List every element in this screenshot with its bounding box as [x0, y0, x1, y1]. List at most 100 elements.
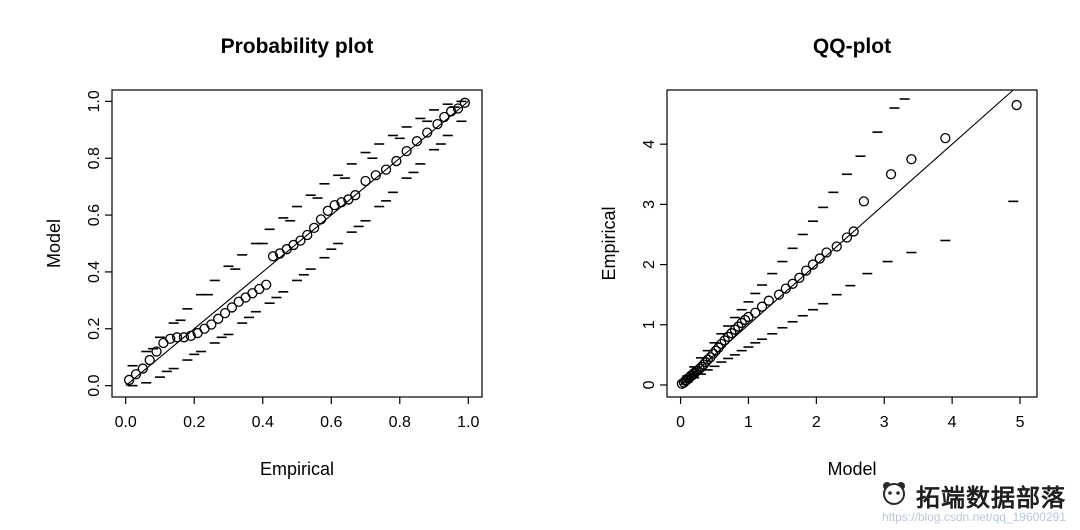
scatter-point [439, 111, 450, 123]
chart-title: Probability plot [221, 35, 374, 58]
scatter-point [763, 295, 774, 306]
scatter-point [226, 302, 238, 313]
scatter-point [267, 251, 279, 262]
x-tick-label: 1.0 [457, 414, 479, 431]
watermark-url-text: https://blog.csdn.net/qq_19600291 [881, 510, 1066, 524]
y-tick-label: 0.8 [86, 147, 103, 169]
scatter-point [906, 154, 917, 165]
x-tick-label: 5 [1016, 414, 1025, 431]
scatter-point [708, 348, 719, 359]
scatter-point [814, 253, 825, 264]
scatter-point [702, 354, 713, 365]
y-tick-label: 4 [641, 140, 658, 149]
scatter-point [885, 169, 897, 180]
chart-title: QQ-plot [813, 35, 891, 58]
scatter-point [315, 214, 327, 225]
scatter-point [144, 354, 155, 366]
x-axis-label: Model [827, 459, 876, 479]
scatter-point [178, 332, 190, 343]
y-tick-label: 0.2 [86, 318, 103, 340]
scatter-point [401, 145, 412, 157]
reference-line [680, 89, 1014, 386]
x-tick-label: 0.6 [320, 414, 342, 431]
scatter-point [302, 229, 313, 241]
scatter-point [807, 259, 819, 270]
scatter-point [831, 241, 842, 252]
scatter-point [459, 97, 471, 108]
x-tick-label: 0 [676, 414, 685, 431]
scatter-point [719, 335, 730, 346]
scatter-point [360, 175, 371, 187]
scatter-point [726, 328, 737, 339]
qq-plot-canvas: QQ-plot 0 1 2 3 4 5 0 1 2 3 4 Model Empirical [599, 35, 1038, 479]
scatter-point [446, 106, 457, 117]
scatter-point [206, 319, 217, 330]
y-tick-label: 0 [641, 380, 658, 389]
scatter-point [736, 317, 747, 329]
scatter-point [750, 307, 761, 318]
scatter-point [787, 278, 798, 289]
y-tick-label: 2 [641, 260, 658, 269]
scatter-point [350, 190, 361, 201]
y-tick-label: 0.4 [86, 261, 103, 283]
scatter-point [422, 127, 433, 138]
scatter-point [213, 313, 224, 324]
scatter-point [801, 265, 812, 276]
scatter-point [848, 226, 859, 237]
scatter-point [137, 363, 148, 374]
scatter-point [295, 235, 306, 246]
scatter-point [858, 196, 870, 207]
scatter-point [123, 374, 135, 386]
scatter-point [756, 301, 768, 312]
probability-plot-figure: Probability plot 0.0 0.2 0.4 0.6 0.8 1.0 0.0 0.2… [30, 5, 510, 515]
x-tick-label: 0.4 [252, 414, 274, 431]
scatter-point [329, 199, 340, 211]
scatter-point [452, 103, 464, 114]
x-tick-label: 2 [812, 414, 821, 431]
scatter-point [308, 222, 320, 234]
watermark-logo-icon [879, 480, 909, 511]
scatter-point [185, 330, 196, 342]
scatter-point [739, 314, 751, 326]
y-tick-label: 0.0 [86, 374, 103, 396]
y-axis-label: Model [44, 219, 64, 268]
scatter-point [780, 283, 791, 294]
x-tick-label: 0.2 [183, 414, 205, 431]
scatter-point [322, 205, 333, 216]
x-tick-label: 3 [880, 414, 889, 431]
scatter-point [336, 197, 347, 208]
x-tick-label: 0.8 [389, 414, 411, 431]
watermark-brand-text: 拓端数据部落 [916, 485, 1066, 512]
scatter-point [1011, 99, 1022, 111]
scatter-point [261, 279, 272, 290]
scatter-point [710, 345, 722, 356]
y-tick-label: 1 [641, 320, 658, 329]
scatter-point [722, 331, 734, 342]
y-tick-label: 3 [641, 200, 658, 209]
plot-box [111, 89, 483, 398]
scatter-point [380, 164, 392, 175]
watermark: 拓端数据部落 https://blog.csdn.net/qq_19600291 [879, 478, 1066, 524]
scatter-point [219, 307, 231, 319]
scatter-point [391, 155, 402, 167]
y-axis-label: Empirical [599, 206, 619, 280]
qq-plot-figure: QQ-plot 0 1 2 3 4 5 0 1 2 3 4 Model Empirical [585, 5, 1065, 515]
x-tick-label: 0.0 [115, 414, 137, 431]
scatter-point [940, 133, 951, 144]
scatter-point [716, 338, 727, 350]
y-tick-label: 0.6 [86, 204, 103, 226]
scatter-point [370, 170, 381, 181]
scatter-point [130, 369, 142, 380]
scatter-point [821, 247, 832, 258]
y-tick-label: 1.0 [86, 90, 103, 112]
plot-box [666, 89, 1038, 398]
probability-plot-canvas: Probability plot 0.0 0.2 0.4 0.6 0.8 1.0 0.0 0.2… [44, 35, 483, 479]
scatter-point [151, 346, 162, 357]
x-tick-label: 1 [744, 414, 753, 431]
scatter-point [733, 321, 744, 332]
scatter-point [432, 118, 443, 130]
scatter-point [794, 272, 805, 283]
scatter-point [171, 332, 183, 343]
scatter-point [165, 333, 176, 344]
